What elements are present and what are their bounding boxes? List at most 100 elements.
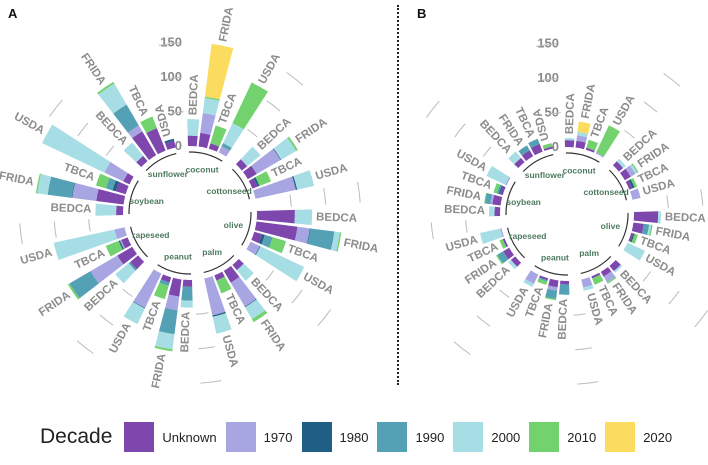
bar-segment-peanut-usda-2000 (523, 279, 534, 288)
grid-dash (122, 288, 133, 298)
grid-dash (49, 99, 63, 117)
source-label: USDA (107, 321, 133, 355)
bar-segment-olive-tbca-1980 (630, 233, 635, 243)
bar-segment-palm-usda-2000 (212, 313, 232, 334)
bar-segment-palm-frida-1970 (230, 276, 257, 307)
source-label: FRIDA (258, 318, 288, 354)
bar-segment-rapeseed-tbca-unknown (502, 238, 509, 248)
legend-label: 1980 (339, 429, 369, 445)
source-label: FRIDA (343, 237, 380, 255)
bar-segment-olive-bedca-unknown (633, 211, 659, 224)
axis-tick-label: 50 (545, 105, 559, 120)
bar-segment-coconut-frida-2010 (204, 96, 220, 101)
bar-segment-coconut-usda-2000 (223, 123, 244, 148)
group-arc (505, 181, 516, 216)
grid-dash (76, 340, 94, 354)
grid-dash (323, 188, 327, 205)
bar-segment-palm-frida-unknown (600, 267, 612, 277)
legend-item-2010: 2010 (529, 422, 596, 452)
axis-tick-label: 0 (552, 139, 559, 154)
bar-segment-coconut-usda-2010 (232, 82, 268, 130)
bar-segment-soybean-tbca-1990 (105, 177, 117, 191)
bar-segment-olive-frida-unknown (254, 221, 298, 241)
bar-segment-palm-usda-2000 (583, 284, 594, 291)
axis-tick-label: 0 (175, 138, 182, 153)
bar-segment-rapeseed-frida-2010 (67, 283, 80, 300)
bar-segment-cottonseed-frida-2000 (273, 137, 297, 160)
bar-segment-soybean-tbca-1980 (112, 180, 120, 192)
bar-segment-sunflower-bedca-2000 (508, 151, 522, 165)
bar-segment-coconut-frida-2000 (577, 131, 589, 138)
bar-segment-coconut-usda-1970 (218, 146, 230, 157)
bar-segment-olive-frida-2010 (649, 224, 653, 236)
bar-segment-soybean-bedca-unknown (116, 205, 124, 216)
grid-dash (700, 189, 704, 206)
bar-segment-cottonseed-tbca-unknown (248, 178, 258, 189)
grid-dash (265, 270, 275, 281)
bar-segment-soybean-bedca-unknown (494, 206, 501, 217)
source-label: BEDCA (444, 204, 485, 217)
bar-segment-sunflower-frida-unknown (521, 150, 534, 161)
bar-segment-cottonseed-frida-2000 (629, 164, 638, 174)
bar-segment-soybean-usda-2000 (486, 165, 510, 185)
bar-segment-cottonseed-tbca-2010 (255, 171, 272, 186)
bar-segment-olive-tbca-unknown (251, 231, 263, 244)
bar-segment-soybean-frida-2010 (35, 173, 42, 194)
bar-segment-coconut-usda-2010 (596, 125, 620, 157)
bar-segment-soybean-frida-2010 (484, 192, 487, 204)
bar-segment-peanut-tbca-2010 (537, 278, 548, 285)
grid-dash (542, 77, 559, 81)
legend-item-1970: 1970 (225, 422, 293, 452)
bar-segment-rapeseed-frida-unknown (117, 246, 137, 265)
bar-segment-palm-bedca-unknown (232, 258, 244, 271)
bar-segment-rapeseed-tbca-2010 (499, 239, 507, 249)
legend-label: 1990 (415, 429, 445, 445)
bar-segment-peanut-tbca-unknown (539, 275, 549, 281)
bar-segment-peanut-usda-2000 (123, 301, 145, 325)
bar-segment-sunflower-bedca-2000 (123, 142, 144, 163)
bar-segment-soybean-tbca-unknown (500, 185, 506, 196)
group-label-peanut: peanut (164, 251, 192, 261)
bar-segment-sunflower-frida-1990 (518, 145, 530, 156)
bar-segment-palm-frida-2010 (252, 310, 268, 323)
bar-segment-olive-usda-1970 (246, 241, 260, 255)
source-label: BEDCA (557, 299, 570, 340)
bar-segment-palm-usda-1980 (212, 311, 226, 317)
axis-tick-label: 50 (168, 104, 182, 119)
source-label: FRIDA (217, 6, 235, 43)
panel-b-label: B (417, 6, 427, 21)
grid-dash (158, 42, 180, 46)
legend-item-1980: 1980 (301, 422, 369, 452)
grid-dash (77, 122, 89, 137)
bar-segment-cottonseed-frida-2010 (287, 136, 298, 151)
source-label: BEDCA (50, 202, 91, 215)
source-label: USDA (454, 148, 488, 174)
panel-a-label: A (8, 6, 18, 21)
group-label-soybean: soybean (506, 197, 541, 207)
group-label-rapeseed: rapeseed (509, 231, 546, 241)
grid-dash (317, 309, 331, 327)
group-label-palm: palm (579, 248, 599, 258)
group-label-coconut: coconut (185, 165, 218, 175)
source-label: BEDCA (316, 211, 357, 224)
group-label-cottonseed: cottonseed (583, 187, 628, 197)
bar-segment-cottonseed-frida-unknown (243, 165, 257, 180)
group-arc (203, 254, 235, 274)
source-label: FRIDA (537, 302, 555, 339)
source-label: FRIDA (294, 116, 330, 146)
bar-segment-peanut-frida-unknown (548, 278, 559, 288)
bar-segment-peanut-usda-1970 (133, 269, 162, 308)
legend-title: Decade (40, 425, 113, 448)
bar-segment-cottonseed-tbca-2010 (630, 177, 638, 188)
group-label-olive: olive (601, 221, 621, 231)
bar-segment-cottonseed-frida-1980 (273, 148, 282, 161)
bar-segment-sunflower-frida-unknown (132, 131, 157, 160)
grid-dash (453, 341, 471, 355)
grid-dash (53, 221, 57, 238)
group-arc (580, 255, 612, 275)
source-label: USDA (611, 93, 637, 127)
bar-segment-rapeseed-frida-1990 (497, 251, 509, 264)
grid-dash (357, 181, 361, 203)
bar-segment-sunflower-tbca-2010 (140, 116, 157, 134)
